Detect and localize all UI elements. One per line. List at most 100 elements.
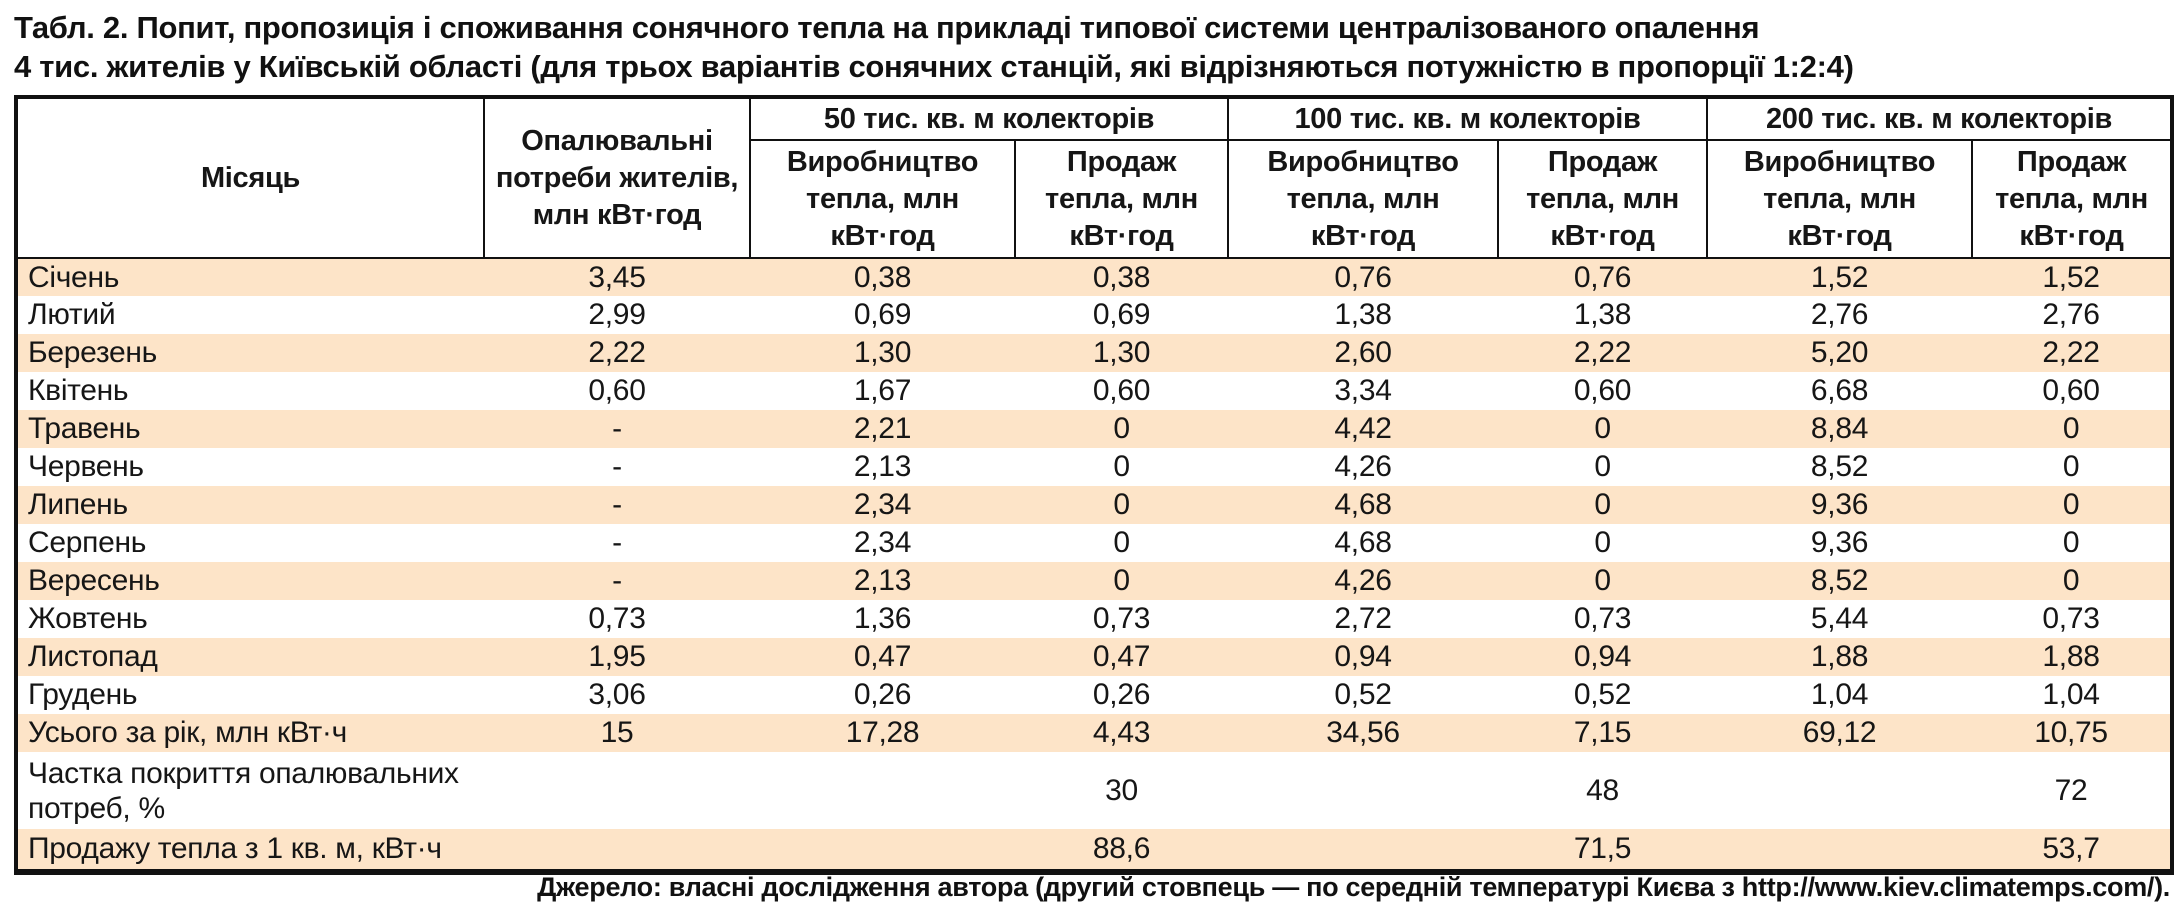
header-sales-50k: Продаж тепла, млн кВт·год <box>1013 139 1230 259</box>
value-cell: 1,38 <box>1573 298 1632 331</box>
value-cell: 1,30 <box>853 336 912 369</box>
row-label: Вересень <box>28 564 160 597</box>
value-cell: 1,04 <box>2042 678 2100 711</box>
header-sales-100k: Продаж тепла, млн кВт·год <box>1497 139 1709 259</box>
table-row: Частка покриття опалювальних потреб, % 30… <box>16 752 2172 829</box>
value-cell: - <box>612 412 622 445</box>
value-cell: 2,22 <box>2042 336 2100 369</box>
value-cell: 15 <box>600 716 634 749</box>
header-production-50k: Виробництво тепла, млн кВт·год <box>749 139 1016 259</box>
value-cell: 0,26 <box>853 678 912 711</box>
value-cell: 1,88 <box>2042 640 2100 673</box>
value-cell: 2,13 <box>853 564 912 597</box>
value-cell: 0,52 <box>1573 678 1632 711</box>
value-cell: 8,52 <box>1810 564 1869 597</box>
value-cell: 1,36 <box>853 602 912 635</box>
value-cell: 30 <box>1105 774 1138 807</box>
row-label: Червень <box>28 450 144 483</box>
row-label: Усього за рік, млн кВт·ч <box>28 716 347 749</box>
value-cell <box>750 829 1015 872</box>
header-sales-200k: Продаж тепла, млн кВт·год <box>1971 139 2174 259</box>
table-title-line2: 4 тис. жителів у Київській області (для … <box>14 49 1854 84</box>
table-body: Січень 3,45 0,38 0,38 0,76 0,76 1,52 1,52 Лютий 2… <box>16 258 2173 872</box>
row-label: Січень <box>28 260 120 294</box>
table-header: Місяць Опалювальні потреби жителів, млн … <box>15 96 2174 259</box>
value-cell: 0 <box>2062 526 2080 559</box>
table-row: Продажу тепла з 1 кв. м, кВт·ч 88,6 71,5 53… <box>16 829 2173 872</box>
value-cell: 0 <box>2062 412 2080 445</box>
value-cell: 0 <box>1594 526 1611 559</box>
value-cell: 1,38 <box>1334 298 1392 331</box>
value-cell: 0,69 <box>853 298 912 331</box>
value-cell: 7,15 <box>1573 716 1632 749</box>
value-cell: 88,6 <box>1092 832 1151 865</box>
value-cell: 6,68 <box>1810 374 1869 407</box>
value-cell: 1,30 <box>1092 336 1151 369</box>
value-cell: 4,68 <box>1334 488 1392 521</box>
value-cell: - <box>612 488 622 521</box>
table-row: Жовтень 0,73 1,36 0,73 2,72 0,73 5,44 0,73 <box>16 600 2172 638</box>
value-cell: 0,38 <box>853 260 912 294</box>
table-row: Вересень - 2,13 0 4,26 0 8,52 0 <box>16 562 2173 600</box>
table-title: Табл. 2. Попит, пропозиція і споживання … <box>14 8 1854 86</box>
value-cell: 0,69 <box>1092 298 1151 331</box>
header-production-200k: Виробництво тепла, млн кВт·год <box>1706 139 1974 259</box>
value-cell: 0 <box>1594 564 1611 597</box>
row-label: Липень <box>28 488 128 521</box>
value-cell: 8,84 <box>1810 412 1869 445</box>
value-cell: 71,5 <box>1573 832 1632 865</box>
value-cell: 1,52 <box>2042 260 2100 294</box>
solar-heat-table: Місяць Опалювальні потреби жителів, млн … <box>14 95 2175 875</box>
header-group-100k: 100 тис. кв. м колекторів <box>1227 96 1709 141</box>
row-label: Лютий <box>28 298 116 331</box>
value-cell: 0,73 <box>1573 602 1632 635</box>
row-label: Грудень <box>28 678 138 711</box>
value-cell: 0,94 <box>1573 640 1632 673</box>
header-group-50k: 50 тис. кв. м колекторів <box>748 96 1230 141</box>
value-cell: 0,47 <box>1092 640 1151 673</box>
value-cell: 69,12 <box>1802 716 1877 749</box>
value-cell: 1,67 <box>853 374 912 407</box>
value-cell: 1,04 <box>1810 678 1869 711</box>
value-cell: 4,26 <box>1334 564 1392 597</box>
value-cell: 0 <box>2062 450 2080 483</box>
value-cell: 2,76 <box>2042 298 2100 331</box>
table-row: Квітень 0,60 1,67 0,60 3,34 0,60 6,68 0,60 <box>16 372 2172 410</box>
source-note: Джерело: власні дослідження автора (друг… <box>537 872 2170 902</box>
value-cell: 34,56 <box>1326 716 1400 749</box>
table-row: Лютий 2,99 0,69 0,69 1,38 1,38 2,76 2,76 <box>16 296 2172 334</box>
value-cell: 0,76 <box>1334 260 1392 294</box>
value-cell: 72 <box>2054 774 2088 807</box>
row-label: Жовтень <box>28 602 148 635</box>
value-cell: 0 <box>1594 488 1611 521</box>
value-cell <box>1707 829 1972 872</box>
value-cell: 0,73 <box>588 602 646 635</box>
value-cell: 0,60 <box>1092 374 1151 407</box>
value-cell: 3,06 <box>588 678 646 711</box>
value-cell: 0,73 <box>1092 602 1151 635</box>
value-cell: 48 <box>1586 774 1619 807</box>
value-cell <box>750 752 1015 829</box>
value-cell: 4,68 <box>1334 526 1392 559</box>
value-cell: 0 <box>1113 488 1130 521</box>
header-production-100k: Виробництво тепла, млн кВт·год <box>1227 139 1500 259</box>
row-label: Травень <box>28 412 141 445</box>
header-month: Місяць <box>15 96 485 259</box>
value-cell: 2,21 <box>853 412 912 445</box>
table-row: Усього за рік, млн кВт·ч 15 17,28 4,43 34,56… <box>16 714 2173 752</box>
value-cell: 2,99 <box>588 298 646 331</box>
value-cell: 0,47 <box>853 640 912 673</box>
table-row: Грудень 3,06 0,26 0,26 0,52 0,52 1,04 1,04 <box>16 676 2172 714</box>
value-cell: 4,42 <box>1334 412 1392 445</box>
value-cell: 4,26 <box>1334 450 1392 483</box>
value-cell: 2,22 <box>1573 336 1632 369</box>
table-row: Січень 3,45 0,38 0,38 0,76 0,76 1,52 1,52 <box>16 258 2173 296</box>
value-cell: 1,95 <box>588 640 646 673</box>
value-cell: 17,28 <box>845 716 920 749</box>
value-cell: 2,76 <box>1810 298 1869 331</box>
value-cell: 0 <box>2062 488 2080 521</box>
value-cell: 9,36 <box>1810 488 1869 521</box>
value-cell: 1,88 <box>1810 640 1869 673</box>
value-cell: 0 <box>1594 450 1611 483</box>
